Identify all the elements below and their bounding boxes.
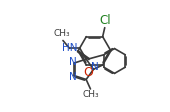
- Text: CH₃: CH₃: [54, 29, 70, 38]
- Text: N: N: [69, 57, 77, 67]
- Text: Cl: Cl: [100, 14, 111, 27]
- Text: N: N: [90, 62, 98, 72]
- Text: HN: HN: [62, 43, 77, 53]
- Text: CH₃: CH₃: [82, 90, 99, 99]
- Text: N: N: [69, 72, 77, 82]
- Text: O: O: [84, 66, 94, 79]
